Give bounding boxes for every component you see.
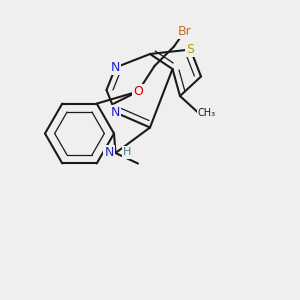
Text: O: O bbox=[133, 85, 143, 98]
Text: Br: Br bbox=[178, 25, 191, 38]
Text: N: N bbox=[111, 61, 120, 74]
Text: N: N bbox=[111, 106, 120, 119]
Text: N: N bbox=[105, 146, 114, 160]
Text: S: S bbox=[187, 43, 194, 56]
Text: CH₃: CH₃ bbox=[198, 107, 216, 118]
Text: H: H bbox=[123, 147, 131, 158]
